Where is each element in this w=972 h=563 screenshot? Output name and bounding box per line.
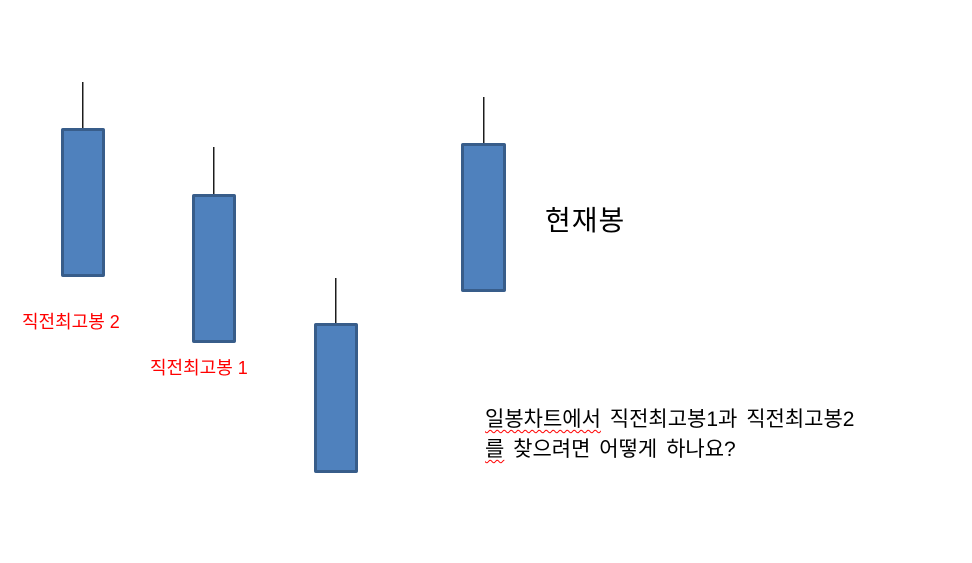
label-current-candle: 현재봉: [545, 205, 626, 236]
candle-body-current-candle: [461, 143, 506, 292]
question-line-1: 일봉차트에서 직전최고봉1과 직전최고봉2: [485, 405, 960, 435]
candle-wick-prior-peak-1: [213, 147, 215, 194]
label-prior-peak-1: 직전최고봉 1: [150, 358, 248, 378]
candle-wick-current-candle: [482, 97, 485, 143]
candle-body-prior-peak-1: [192, 194, 236, 343]
question-line-2: 를 찾으려면 어떻게 하나요?: [485, 435, 960, 465]
question-line1-rest: 직전최고봉1과 직전최고봉2: [600, 408, 855, 431]
candle-body-prior-peak-2: [61, 128, 105, 277]
label-prior-peak-2: 직전최고봉 2: [22, 312, 120, 332]
question-line2-misspelled-word: 를: [485, 438, 505, 461]
candle-wick-prior-peak-2: [82, 82, 84, 128]
question-text: 일봉차트에서 직전최고봉1과 직전최고봉2 를 찾으려면 어떻게 하나요?: [485, 405, 960, 465]
candle-body-middle-candle: [314, 323, 358, 473]
question-line1-misspelled-word: 일봉차트에서: [485, 408, 601, 431]
candle-wick-middle-candle: [335, 278, 337, 323]
question-line2-rest: 찾으려면 어떻게 하나요?: [504, 438, 736, 461]
